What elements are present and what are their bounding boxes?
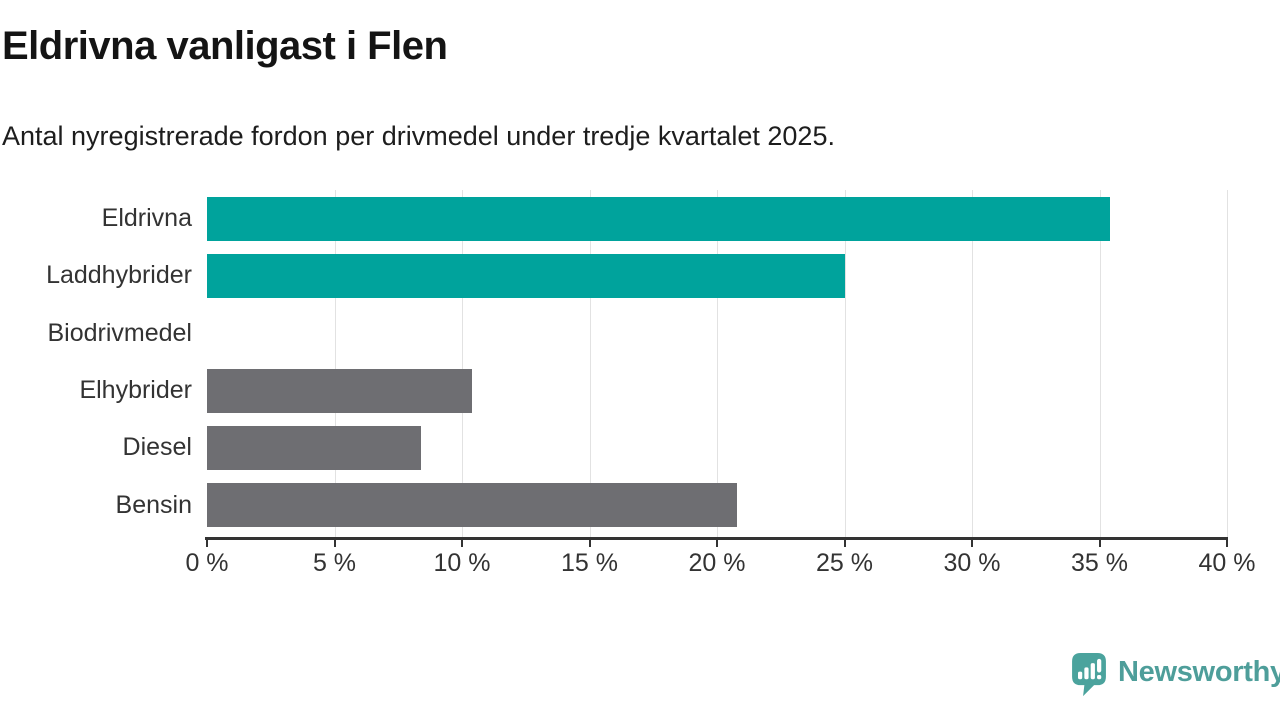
x-axis-tick-label: 10 % bbox=[433, 549, 491, 577]
bar-chart-plot-area bbox=[207, 190, 1228, 537]
x-axis-tick bbox=[588, 537, 591, 547]
x-axis-tick-label: 35 % bbox=[1071, 549, 1128, 577]
gridline bbox=[462, 190, 463, 537]
x-axis-tick bbox=[843, 537, 846, 547]
x-axis-tick bbox=[333, 537, 336, 547]
gridline bbox=[589, 190, 591, 537]
page-title: Eldrivna vanligast i Flen bbox=[2, 24, 448, 68]
category-label: Biodrivmedel bbox=[47, 318, 192, 347]
category-axis: Eldrivna Laddhybrider Biodrivmedel Elhybrid… bbox=[0, 190, 192, 537]
gridline bbox=[972, 190, 973, 537]
brand-name: Newsworthy bbox=[1118, 656, 1280, 688]
x-axis-tick bbox=[716, 537, 718, 547]
category-label: Bensin bbox=[115, 490, 192, 519]
category-label: Laddhybrider bbox=[46, 261, 192, 290]
newsworthy-speech-bubble-chart-icon bbox=[1072, 653, 1106, 697]
page-subtitle: Antal nyregistrerade fordon per drivmede… bbox=[2, 121, 835, 151]
brand-logo: Newsworthy bbox=[1072, 653, 1280, 697]
bar bbox=[207, 483, 738, 528]
x-axis-tick bbox=[1226, 537, 1228, 547]
category-label: Eldrivna bbox=[101, 204, 192, 233]
bar bbox=[207, 425, 422, 470]
gridline bbox=[1099, 190, 1101, 537]
bar bbox=[207, 253, 845, 298]
x-axis-tick bbox=[971, 537, 973, 547]
x-axis-tick-label: 20 % bbox=[688, 549, 746, 577]
gridline bbox=[844, 190, 846, 537]
gridline bbox=[1227, 190, 1228, 537]
x-axis-tick-label: 0 % bbox=[185, 549, 229, 577]
category-label: Diesel bbox=[122, 433, 192, 462]
x-axis-tick-label: 25 % bbox=[816, 549, 873, 577]
bar bbox=[207, 368, 473, 413]
bar bbox=[207, 196, 1110, 241]
gridline bbox=[717, 190, 718, 537]
x-axis-tick-label: 30 % bbox=[943, 549, 1001, 577]
x-axis-tick-label: 15 % bbox=[561, 549, 618, 577]
x-axis-tick-label: 40 % bbox=[1198, 549, 1256, 577]
x-axis-tick-label: 5 % bbox=[312, 549, 357, 577]
x-axis-tick bbox=[461, 537, 463, 547]
category-label: Elhybrider bbox=[79, 376, 192, 405]
x-axis-tick bbox=[206, 537, 208, 547]
gridline bbox=[334, 190, 336, 537]
x-axis-tick bbox=[1098, 537, 1101, 547]
